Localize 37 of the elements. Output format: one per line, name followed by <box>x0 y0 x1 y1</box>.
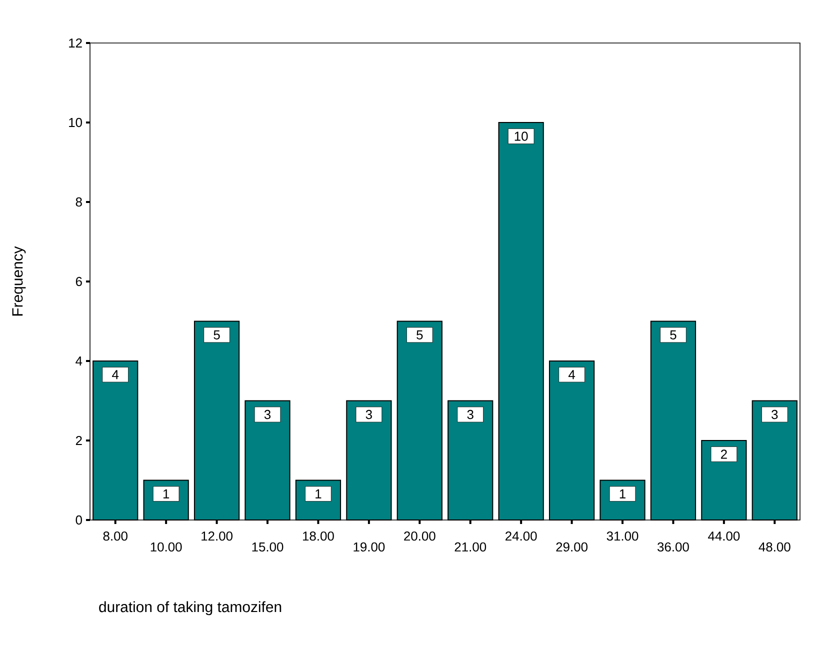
y-tick-label: 6 <box>76 276 82 286</box>
y-tick-label: 4 <box>76 356 82 366</box>
x-tick-label: 19.00 <box>354 542 385 552</box>
x-tick-label: 31.00 <box>606 531 638 541</box>
x-tick-label: 12.00 <box>202 531 232 541</box>
data-label: 5 <box>416 330 423 340</box>
x-tick-label: 24.00 <box>506 531 537 541</box>
y-axis-title: Frequency <box>12 246 26 316</box>
x-tick-label: 15.00 <box>252 542 284 552</box>
x-tick-label: 10.00 <box>150 542 182 552</box>
x-tick-label: 20.00 <box>404 531 436 541</box>
data-label: 3 <box>467 410 474 420</box>
x-tick-label: 8.00 <box>103 531 128 541</box>
x-axis-title: duration of taking tamozifen <box>99 601 282 616</box>
y-tick-label: 12 <box>69 38 82 48</box>
data-label: 4 <box>112 370 119 380</box>
x-tick-label: 29.00 <box>556 542 588 552</box>
x-tick-label: 44.00 <box>708 531 740 541</box>
y-tick-label: 2 <box>76 436 82 446</box>
x-tick-label: 18.00 <box>302 531 334 541</box>
data-label: 3 <box>264 410 271 420</box>
data-label: 3 <box>366 410 372 420</box>
data-label: 3 <box>772 410 778 420</box>
y-tick-label: 10 <box>69 118 82 128</box>
data-label: 4 <box>568 370 576 380</box>
x-tick-label: 36.00 <box>658 542 689 552</box>
y-tick-label: 0 <box>76 515 82 525</box>
x-tick-label: 21.00 <box>454 542 486 552</box>
data-label: 10 <box>514 132 528 141</box>
data-label: 1 <box>316 489 322 498</box>
data-label: 1 <box>620 489 626 498</box>
data-label: 5 <box>214 330 220 340</box>
data-label: 2 <box>720 450 727 459</box>
y-tick-label: 8 <box>76 197 82 207</box>
x-tick-label: 48.00 <box>758 542 790 552</box>
data-label: 5 <box>670 330 676 340</box>
data-label: 1 <box>163 489 170 498</box>
